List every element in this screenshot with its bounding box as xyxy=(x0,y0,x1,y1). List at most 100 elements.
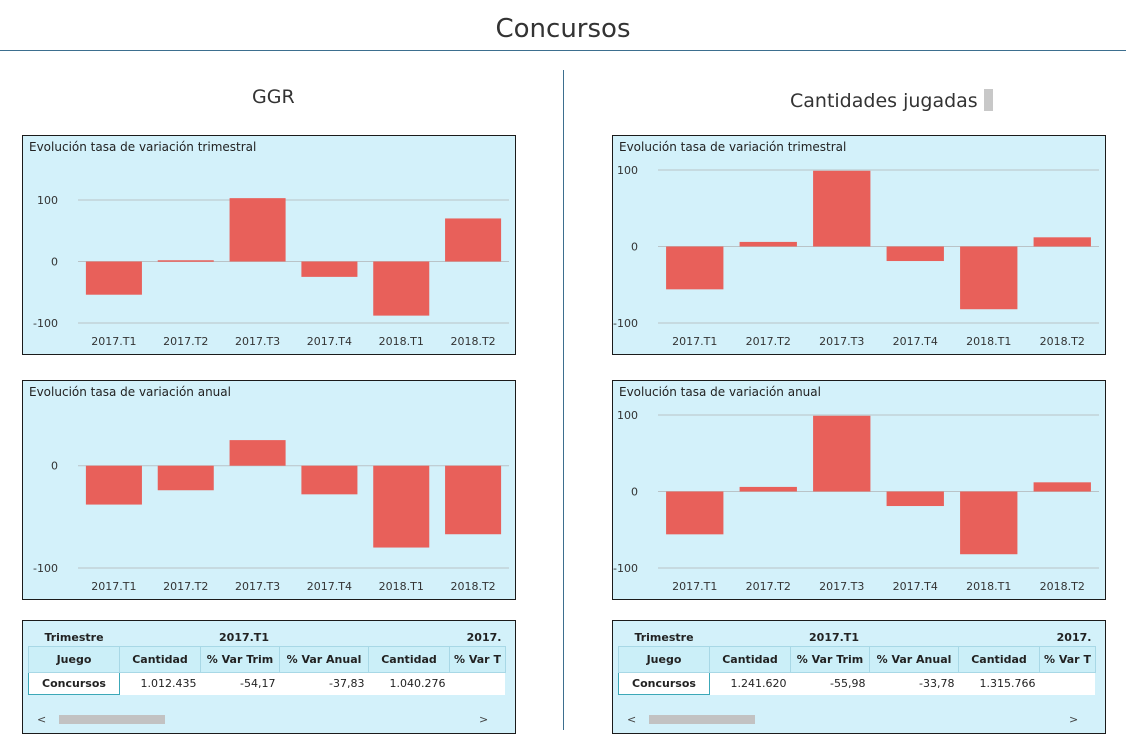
bar xyxy=(373,261,430,316)
row-header[interactable]: Concursos xyxy=(618,672,710,695)
y-tick-label: 0 xyxy=(631,241,638,254)
x-tick-label: 2018.T1 xyxy=(966,580,1011,593)
bar xyxy=(85,465,142,505)
column-header[interactable]: % Var T xyxy=(449,646,506,673)
chart-cantidades-trimestral: 100 0 -100 2017.T1 2017.T2 2017.T3 2017.T4 2018… xyxy=(612,135,1106,355)
horizontal-scrollbar[interactable]: < > xyxy=(625,713,1095,727)
bar xyxy=(960,491,1018,555)
column-header[interactable]: % Var Anual xyxy=(869,646,959,673)
column-header[interactable]: Cantidad xyxy=(709,646,791,673)
scroll-thumb[interactable] xyxy=(649,715,755,724)
y-tick-label: -100 xyxy=(33,317,58,330)
table-cell: -54,17 xyxy=(200,672,280,695)
x-tick-label: 2017.T4 xyxy=(893,335,938,348)
scroll-thumb[interactable] xyxy=(59,715,165,724)
section-title-cantidades-text: Cantidades jugadas xyxy=(790,90,978,112)
x-tick-label: 2017.T1 xyxy=(672,335,717,348)
chart-title: Evolución tasa de variación trimestral xyxy=(619,140,847,154)
x-tick-label: 2017.T4 xyxy=(307,335,352,348)
bar xyxy=(157,260,214,262)
scroll-left-button[interactable]: < xyxy=(37,713,47,726)
x-tick-label: 2018.T2 xyxy=(450,580,495,593)
bar xyxy=(886,491,944,507)
bar xyxy=(886,246,944,262)
x-tick-label: 2017.T2 xyxy=(163,335,208,348)
table-cell: 1.315.766 xyxy=(958,672,1040,695)
row-header[interactable]: Concursos xyxy=(28,672,120,695)
y-tick-label: -100 xyxy=(613,562,638,575)
data-table: Trimestre 2017.T1 2017. Juego Cantidad %… xyxy=(618,629,1096,695)
chart-title: Evolución tasa de variación trimestral xyxy=(29,140,257,154)
table-cell: -55,98 xyxy=(790,672,870,695)
y-tick-label: -100 xyxy=(613,317,638,330)
x-tick-label: 2017.T4 xyxy=(893,580,938,593)
y-tick-label: 0 xyxy=(631,486,638,499)
table-cell xyxy=(449,672,506,695)
horizontal-scrollbar[interactable]: < > xyxy=(35,713,505,727)
x-tick-label: 2018.T2 xyxy=(1040,580,1085,593)
x-tick-label: 2018.T1 xyxy=(379,335,424,348)
column-header[interactable]: % Var Trim xyxy=(200,646,280,673)
table-cell: -33,78 xyxy=(869,672,959,695)
chart-ggr-anual-svg: 0 -100 2017.T1 2017.T2 2017.T3 2017.T4 2018.T1… xyxy=(33,440,509,593)
x-tick-label: 2017.T2 xyxy=(163,580,208,593)
bar xyxy=(666,491,724,535)
x-tick-label: 2017.T4 xyxy=(307,580,352,593)
chart-title: Evolución tasa de variación anual xyxy=(619,385,821,399)
scroll-right-button[interactable]: > xyxy=(479,713,489,726)
scroll-right-button[interactable]: > xyxy=(1069,713,1079,726)
column-header[interactable]: Cantidad xyxy=(958,646,1040,673)
x-tick-label: 2017.T1 xyxy=(91,580,136,593)
title-rule xyxy=(0,50,1126,51)
column-header[interactable]: Juego xyxy=(28,646,120,673)
header-period: 2017. xyxy=(1056,631,1092,644)
data-table: Trimestre 2017.T1 2017. Juego Cantidad %… xyxy=(28,629,506,695)
y-tick-label: 0 xyxy=(51,256,58,269)
y-tick-label: -100 xyxy=(33,562,58,575)
table-cantidades: Trimestre 2017.T1 2017. Juego Cantidad %… xyxy=(612,620,1106,734)
bar xyxy=(301,465,358,495)
bar xyxy=(301,261,358,277)
chart-cantidades-anual-svg: 100 0 -100 2017.T1 2017.T2 2017.T3 2017.T4 2018… xyxy=(613,409,1099,593)
column-header[interactable]: Cantidad xyxy=(119,646,201,673)
y-tick-label: 100 xyxy=(37,194,58,207)
chart-cantidades-anual: 100 0 -100 2017.T1 2017.T2 2017.T3 2017.T4 2018… xyxy=(612,380,1106,600)
x-tick-label: 2018.T1 xyxy=(966,335,1011,348)
x-tick-label: 2017.T3 xyxy=(819,580,864,593)
bar xyxy=(373,465,430,548)
chart-ggr-anual: 0 -100 2017.T1 2017.T2 2017.T3 2017.T4 2018.T1… xyxy=(22,380,516,600)
x-tick-label: 2018.T2 xyxy=(450,335,495,348)
scroll-left-button[interactable]: < xyxy=(627,713,637,726)
header-trimestre: Trimestre xyxy=(44,631,104,644)
chart-cantidades-trimestral-svg: 100 0 -100 2017.T1 2017.T2 2017.T3 2017.T4 2018… xyxy=(613,164,1099,348)
bar xyxy=(157,465,214,491)
column-header[interactable]: % Var Trim xyxy=(790,646,870,673)
column-header[interactable]: Juego xyxy=(618,646,710,673)
column-header[interactable]: % Var Anual xyxy=(279,646,369,673)
column-header[interactable]: % Var T xyxy=(1039,646,1096,673)
y-tick-label: 100 xyxy=(617,164,638,177)
x-tick-label: 2017.T2 xyxy=(746,335,791,348)
chart-ggr-trimestral-svg: 100 0 -100 2017.T1 2017.T2 2017.T3 2017.T4 2018… xyxy=(33,194,509,348)
x-tick-label: 2018.T2 xyxy=(1040,335,1085,348)
bar xyxy=(1033,237,1091,247)
page-title: Concursos xyxy=(495,14,631,44)
x-tick-label: 2017.T1 xyxy=(91,335,136,348)
x-tick-label: 2017.T3 xyxy=(235,580,280,593)
table-cell xyxy=(1039,672,1096,695)
bar xyxy=(813,170,871,247)
section-title-ggr: GGR xyxy=(252,86,295,108)
bar xyxy=(813,415,871,492)
x-tick-label: 2017.T1 xyxy=(672,580,717,593)
table-ggr: Trimestre 2017.T1 2017. Juego Cantidad %… xyxy=(22,620,516,734)
bar xyxy=(739,241,797,247)
x-tick-label: 2017.T3 xyxy=(235,335,280,348)
section-title-cantidades: Cantidades jugadas xyxy=(790,89,993,112)
bar xyxy=(85,261,142,295)
y-tick-label: 0 xyxy=(51,460,58,473)
chart-title: Evolución tasa de variación anual xyxy=(29,385,231,399)
column-header[interactable]: Cantidad xyxy=(368,646,450,673)
table-cell: 1.241.620 xyxy=(709,672,791,695)
header-trimestre: Trimestre xyxy=(634,631,694,644)
header-period: 2017.T1 xyxy=(219,631,269,644)
